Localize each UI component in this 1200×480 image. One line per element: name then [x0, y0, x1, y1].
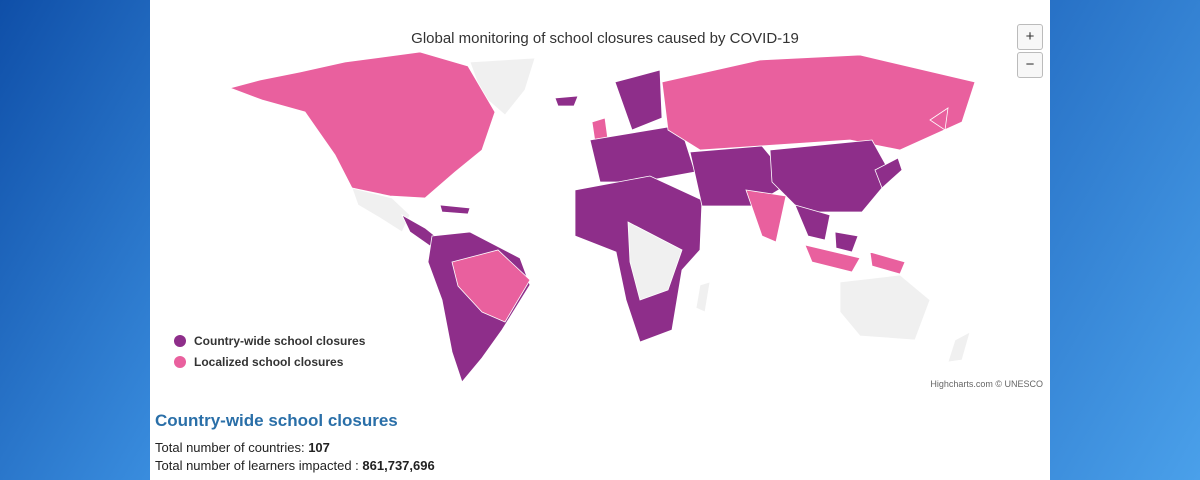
stat-label: Total number of countries: [155, 440, 305, 455]
legend: Country-wide school closures Localized sc… [174, 334, 366, 369]
map: Global monitoring of school closures cau… [174, 30, 1043, 389]
stat-row: Total number of countries: 107 [155, 440, 330, 455]
country-region [614, 69, 663, 131]
legend-label[interactable]: Localized school closures [194, 355, 344, 369]
legend-marker[interactable] [174, 356, 186, 368]
country-region [794, 204, 831, 241]
legend-marker[interactable] [174, 335, 186, 347]
stat-label: Total number of learners impacted : [155, 458, 359, 473]
country-region [947, 331, 971, 363]
country-region [839, 274, 931, 341]
map-title: Global monitoring of school closures cau… [411, 30, 799, 47]
country-region [804, 244, 861, 273]
country-region [554, 95, 579, 107]
panel: Global monitoring of school closures cau… [150, 0, 1050, 480]
country-region [695, 281, 711, 313]
country-region [451, 249, 531, 323]
world [228, 51, 976, 383]
country-region [929, 107, 949, 131]
stat-value: 107 [308, 440, 330, 455]
country-region [745, 189, 787, 243]
legend-label[interactable]: Country-wide school closures [194, 334, 366, 348]
country-region [769, 139, 893, 213]
zoom-in-button[interactable]: + [1017, 24, 1043, 50]
country-region [439, 204, 471, 215]
country-region [869, 251, 906, 275]
country-region [627, 221, 683, 301]
country-region [351, 187, 411, 233]
country-region [834, 231, 859, 253]
country-region [661, 54, 976, 151]
country-region [874, 157, 903, 189]
summary-heading: Country-wide school closures [155, 411, 398, 430]
stat-row: Total number of learners impacted : 861,… [155, 458, 435, 473]
country-region [589, 124, 696, 183]
credit: Highcharts.com © UNESCO [930, 379, 1043, 389]
stat-value: 861,737,696 [362, 458, 435, 473]
country-region [228, 51, 496, 199]
zoom-out-button[interactable]: − [1017, 52, 1043, 78]
